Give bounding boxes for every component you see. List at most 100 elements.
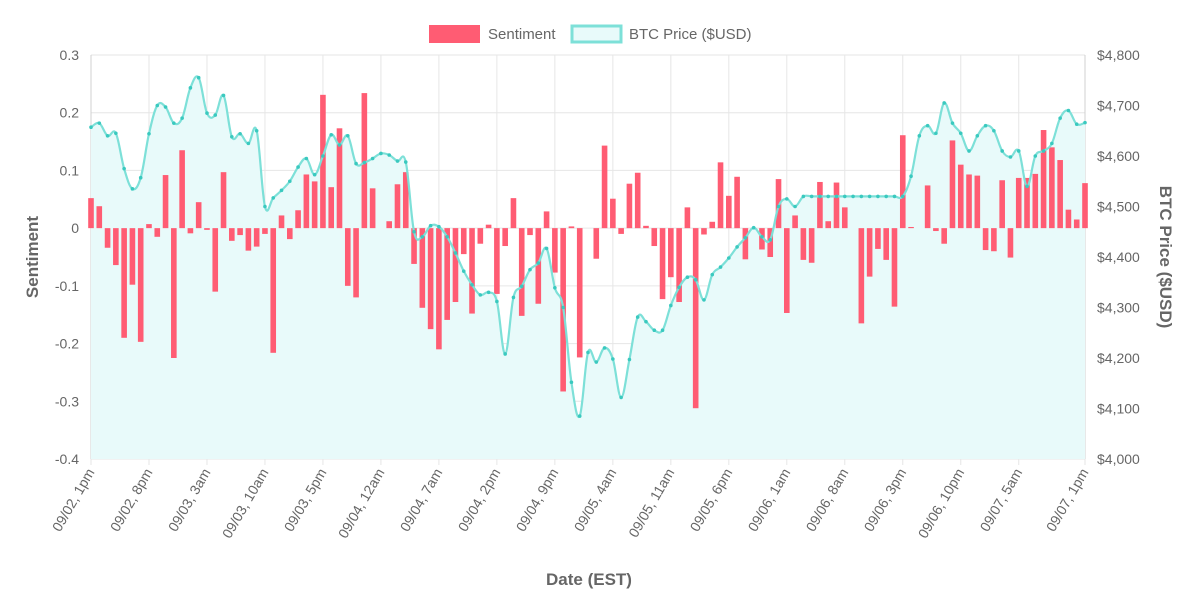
sentiment-bar <box>610 198 616 229</box>
price-point <box>909 174 913 178</box>
left-tick-label: 0.1 <box>60 162 80 178</box>
sentiment-bar <box>717 162 724 229</box>
sentiment-bar <box>253 228 260 247</box>
left-axis-ticks: 0.3 0.2 0.1 0 -0.1 -0.2 -0.3 -0.4 <box>55 47 79 467</box>
price-point <box>983 123 988 128</box>
legend-label-btc-price: BTC Price ($USD) <box>629 26 752 43</box>
price-point <box>611 357 615 361</box>
price-point <box>793 204 797 209</box>
sentiment-bar <box>817 181 823 229</box>
x-tick-label: 09/07, 5am <box>976 466 1025 535</box>
sentiment-bar <box>477 228 484 244</box>
price-point <box>288 179 292 184</box>
sentiment-bar <box>726 195 732 229</box>
price-point <box>271 196 276 200</box>
sentiment-bar <box>187 228 194 234</box>
sentiment-bar <box>1073 219 1080 229</box>
sentiment-bar <box>775 179 782 229</box>
sentiment-bar <box>452 228 459 303</box>
price-point <box>1008 155 1013 159</box>
price-point <box>130 187 135 191</box>
price-point <box>958 131 963 136</box>
sentiment-bar <box>137 228 144 342</box>
left-tick-label: -0.3 <box>55 393 79 409</box>
sentiment-bar <box>527 228 533 236</box>
price-point <box>486 290 491 295</box>
price-point <box>1041 149 1046 153</box>
price-point <box>900 194 905 199</box>
sentiment-bar <box>899 135 906 229</box>
price-point <box>1025 184 1029 189</box>
sentiment-bar <box>204 228 210 230</box>
sentiment-bar <box>96 206 103 229</box>
sentiment-bar <box>618 228 624 234</box>
price-point <box>1066 108 1071 113</box>
price-point <box>180 116 184 120</box>
sentiment-bar <box>643 225 649 229</box>
price-point <box>279 188 284 193</box>
x-axis-ticks: 09/02, 1pm 09/02, 8pm 09/03, 3am 09/03, 10a… <box>49 466 1092 541</box>
price-point <box>97 121 102 125</box>
price-point <box>950 121 955 125</box>
price-point <box>809 194 814 199</box>
sentiment-bar <box>568 226 575 229</box>
price-point <box>586 350 590 355</box>
x-tick-label: 09/06, 8am <box>802 466 851 535</box>
right-tick-label: $4,300 <box>1097 300 1140 316</box>
sentiment-bar <box>808 228 815 263</box>
legend: Sentiment BTC Price ($USD) <box>429 24 752 44</box>
sentiment-bar <box>535 228 542 304</box>
sentiment-bar <box>121 228 127 338</box>
price-point <box>1074 122 1079 126</box>
left-tick-label: -0.1 <box>55 278 79 294</box>
sentiment-bar <box>1015 177 1022 229</box>
legend-item-btc-price[interactable]: BTC Price ($USD) <box>570 24 752 44</box>
x-tick-label: 09/06, 10pm <box>915 466 968 541</box>
sentiment-bar <box>328 187 335 229</box>
sentiment-bar <box>1049 147 1055 229</box>
price-point <box>196 75 201 80</box>
price-point <box>702 298 706 302</box>
sentiment-bar <box>171 228 177 358</box>
sentiment-bar <box>518 228 525 316</box>
sentiment-bar <box>676 228 682 303</box>
sentiment-bar <box>999 180 1005 229</box>
sentiment-bar <box>634 172 641 229</box>
x-tick-label: 09/04, 7am <box>397 466 446 535</box>
price-point <box>428 223 433 228</box>
price-point <box>925 123 930 128</box>
price-point <box>569 380 574 385</box>
sentiment-bar <box>709 221 716 229</box>
sentiment-bar <box>692 228 699 409</box>
sentiment-bar <box>841 207 848 229</box>
price-point <box>461 269 466 273</box>
sentiment-bar <box>469 228 475 314</box>
sentiment-bar <box>344 228 351 286</box>
right-tick-label: $4,500 <box>1097 199 1140 215</box>
x-tick-label: 09/03, 3am <box>165 466 214 535</box>
price-point <box>892 194 897 199</box>
left-tick-label: 0 <box>71 220 79 236</box>
sentiment-bar <box>369 188 376 229</box>
price-point <box>1033 154 1038 158</box>
legend-item-sentiment[interactable]: Sentiment <box>429 25 556 43</box>
price-point <box>602 346 607 350</box>
price-point <box>760 235 764 239</box>
sentiment-bar <box>908 226 914 229</box>
sentiment-bar <box>742 228 749 260</box>
sentiment-bar <box>924 185 931 229</box>
price-point <box>834 194 839 199</box>
price-point <box>263 204 267 209</box>
price-point <box>312 172 317 177</box>
sentiment-bar <box>858 228 865 324</box>
sentiment-bar <box>659 228 666 300</box>
sentiment-bar <box>212 228 219 292</box>
x-axis-title: Date (EST) <box>546 570 632 589</box>
sentiment-bar <box>287 228 293 240</box>
price-point <box>768 238 773 242</box>
left-tick-label: 0.3 <box>60 47 80 63</box>
price-point <box>727 256 731 260</box>
price-point <box>205 111 209 115</box>
